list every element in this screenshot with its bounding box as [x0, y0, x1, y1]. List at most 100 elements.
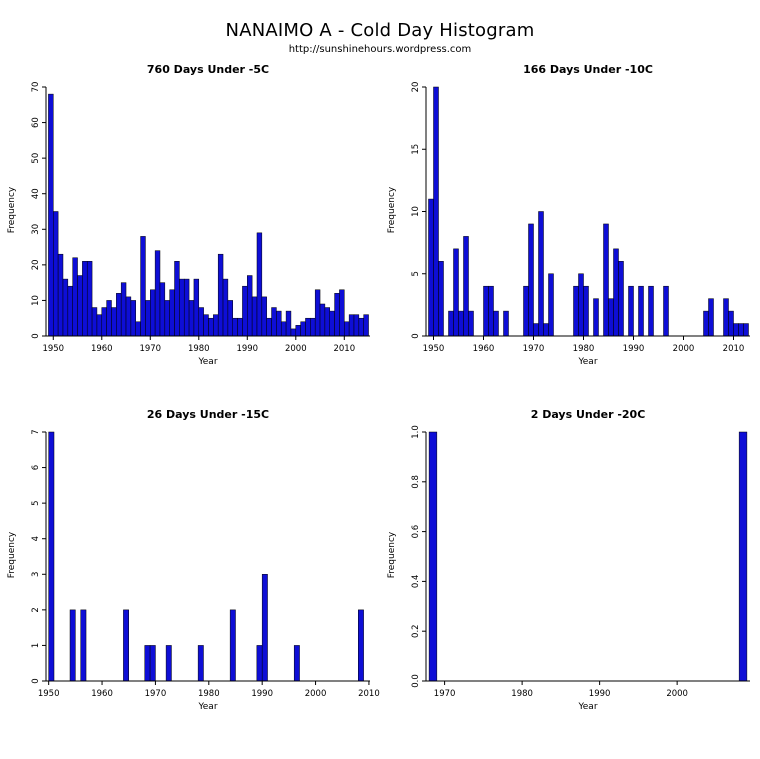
x-tick-label: 1970	[523, 344, 545, 354]
histogram-bar	[91, 307, 98, 337]
histogram-bar	[708, 298, 714, 337]
x-tick-label: 1950	[423, 344, 445, 354]
x-axis-label: Year	[198, 702, 218, 712]
histogram-bar	[285, 310, 292, 337]
histogram-bar	[57, 253, 64, 337]
y-tick-label: 0.0	[411, 674, 421, 688]
histogram-bar	[232, 317, 238, 337]
figure-title: NANAIMO A - Cold Day Histogram	[225, 20, 535, 41]
histogram-bar	[543, 323, 549, 337]
y-tick-label: 5	[31, 500, 41, 505]
y-tick-label: 20	[31, 259, 41, 270]
histogram-bar	[165, 645, 172, 682]
histogram-bar	[261, 296, 267, 337]
histogram-bar	[723, 298, 729, 337]
y-tick-label: 60	[31, 117, 41, 128]
x-tick-label: 1950	[42, 344, 64, 354]
histogram-bar	[116, 293, 122, 337]
histogram-bar	[197, 645, 204, 682]
histogram-bar	[738, 323, 744, 337]
histogram-bar	[324, 307, 330, 337]
histogram-bar	[538, 211, 544, 337]
histogram-bar	[227, 300, 233, 337]
histogram-bar	[468, 310, 474, 337]
x-tick-label: 1970	[145, 689, 167, 699]
y-tick-label: 2	[31, 607, 41, 612]
histogram-bar	[72, 257, 78, 337]
x-tick-label: 1980	[511, 689, 533, 699]
histogram-bar	[271, 307, 277, 337]
histogram-bar	[164, 300, 170, 337]
histogram-bar	[96, 314, 103, 337]
histogram-bar	[358, 317, 364, 337]
histogram-bar	[48, 431, 55, 682]
histogram-bar	[703, 310, 709, 337]
histogram-under-10c: 1950 1960 1970 1980 1990 2000 2010 0 5 10 15 20	[411, 82, 750, 354]
histogram-bar	[69, 609, 76, 682]
x-tick-label: 2000	[285, 344, 307, 354]
figure-header: NANAIMO A - Cold Day Histogram http://su…	[0, 0, 760, 55]
histogram-bar	[638, 285, 644, 337]
y-tick-label: 5	[411, 271, 421, 276]
histogram-bar	[363, 314, 369, 337]
panel-title-under-5c: 760 Days Under -5C	[146, 63, 270, 76]
x-tick-label: 2000	[673, 344, 695, 354]
y-tick-label: 30	[31, 224, 41, 235]
histogram-bar	[67, 285, 73, 337]
y-tick-label: 0.4	[411, 575, 421, 589]
histogram-bar	[310, 317, 316, 337]
x-tick-label: 1960	[91, 344, 113, 354]
y-tick-label: 0.6	[411, 525, 421, 539]
histogram-bar	[613, 248, 619, 337]
histogram-bar	[358, 609, 364, 682]
histogram-bar	[329, 310, 335, 337]
histogram-bar	[183, 278, 190, 337]
histogram-bar	[256, 645, 263, 682]
histogram-bar	[125, 296, 132, 337]
histogram-bar	[144, 645, 151, 682]
histogram-bar	[618, 261, 624, 337]
histogram-bar	[433, 86, 439, 337]
figure-subtitle-url: http://sunshinehours.wordpress.com	[288, 44, 472, 55]
histogram-under-20c: 1970 1980 1990 2000 0.0 0.2 0.4 0.6 0.8 1.0	[411, 425, 750, 699]
histogram-bar	[80, 609, 87, 682]
y-tick-label: 0	[31, 333, 41, 338]
panel-title-under-10c: 166 Days Under -10C	[523, 63, 653, 76]
histogram-bar	[198, 307, 204, 337]
histogram-bar	[179, 278, 185, 337]
y-tick-label: 0	[411, 333, 421, 338]
y-tick-label: 70	[31, 82, 41, 93]
x-tick-label: 1960	[473, 344, 495, 354]
histogram-bar	[86, 261, 93, 337]
x-tick-label: 1990	[589, 689, 611, 699]
x-tick-label: 1970	[434, 689, 456, 699]
histogram-bar	[573, 285, 579, 337]
y-tick-label: 4	[31, 536, 41, 541]
panel-days-under-20c: 2 Days Under -20C Frequency 1970 1980 1990…	[380, 402, 760, 747]
histogram-bar	[154, 250, 161, 337]
histogram-bar	[48, 93, 54, 337]
histogram-bar	[208, 317, 214, 337]
histogram-bar	[293, 645, 300, 682]
histogram-bar	[193, 278, 200, 337]
x-tick-label: 1980	[188, 344, 210, 354]
histogram-bar	[290, 328, 297, 337]
histogram-under-5c: 1950 1960 1970 1980 1990 2000 2010 0 10 20 30 40 50 6…	[31, 82, 370, 354]
histogram-under-15c: 1950 1960 1970 1980 1990 2000 2010 0 1 2 3 4 5 6 7	[31, 429, 380, 699]
histogram-bar	[82, 261, 88, 337]
x-tick-label: 1970	[139, 344, 161, 354]
histogram-bar	[523, 285, 529, 337]
x-axis-label: Year	[578, 702, 598, 712]
histogram-bar	[130, 300, 136, 337]
y-tick-label: 40	[31, 188, 41, 199]
histogram-bar	[242, 285, 248, 337]
histogram-bar	[648, 285, 654, 337]
histogram-bar	[305, 317, 311, 337]
x-tick-label: 2000	[305, 689, 327, 699]
histogram-bar	[266, 317, 272, 337]
histogram-bar	[53, 211, 59, 337]
histogram-bar	[438, 261, 444, 337]
y-tick-label: 1.0	[411, 425, 421, 439]
histogram-bar	[101, 307, 107, 337]
histogram-bar	[603, 223, 609, 337]
